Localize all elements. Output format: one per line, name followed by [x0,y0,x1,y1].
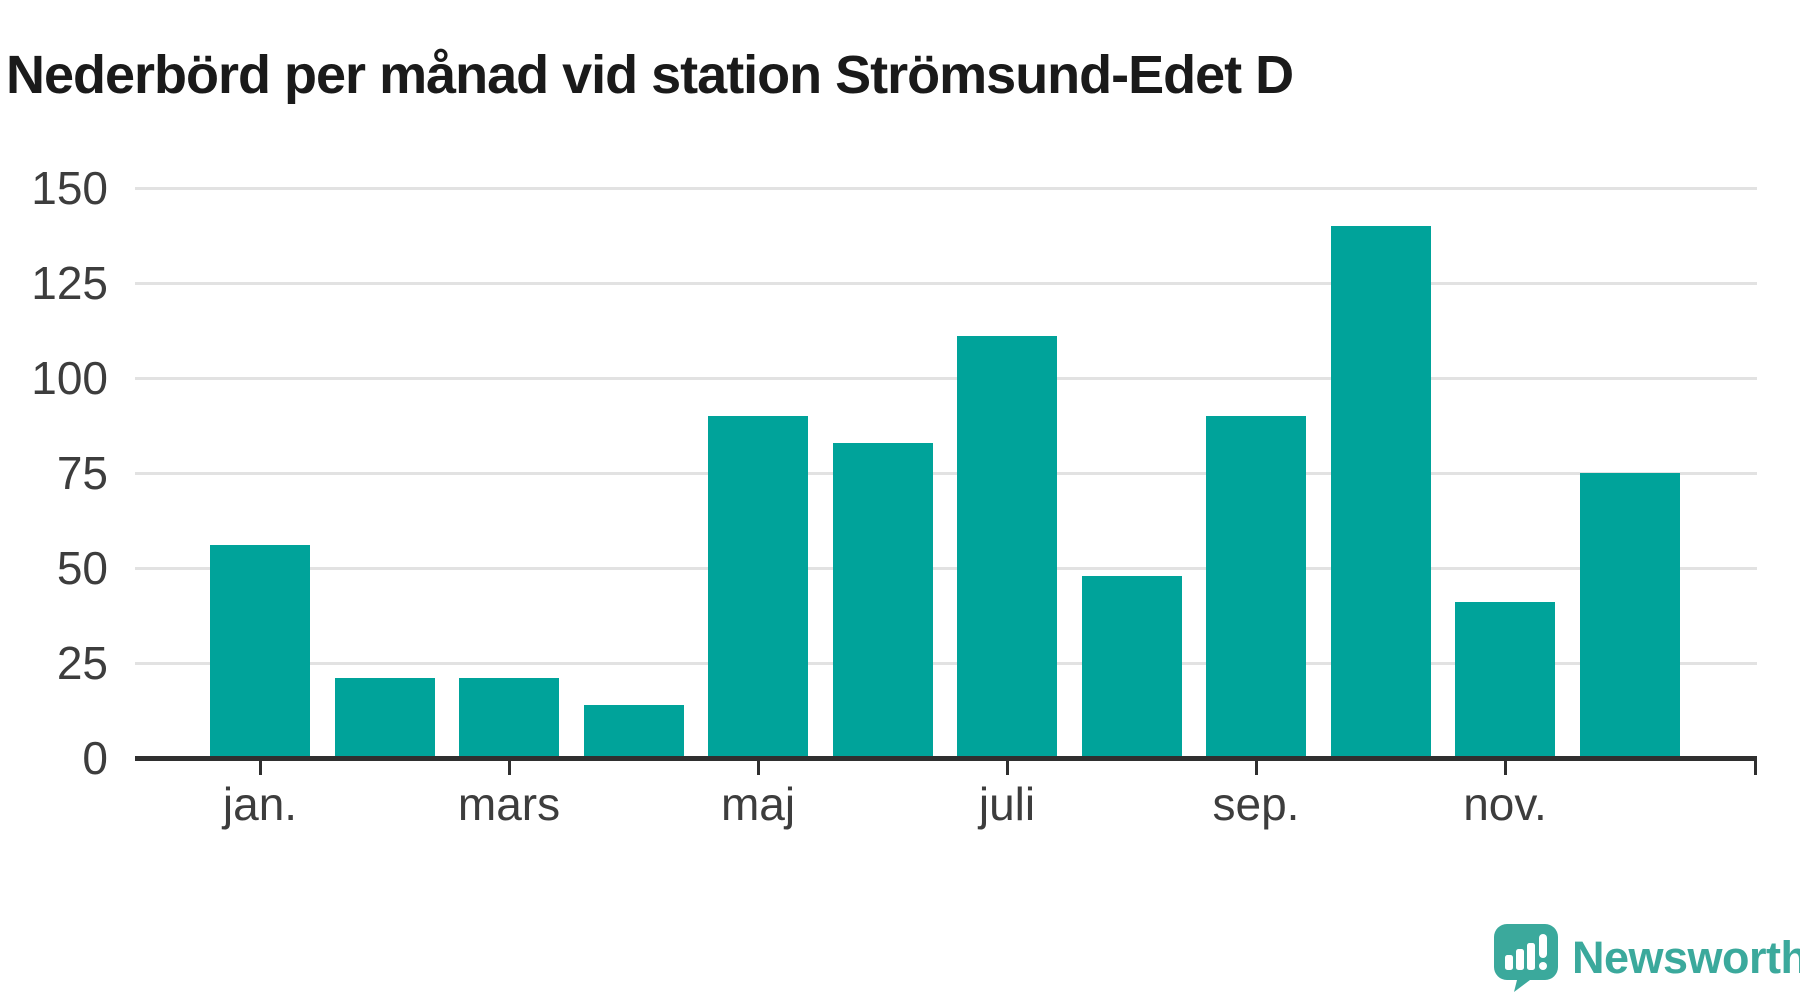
gridline-y-75 [135,471,1757,475]
bar-feb. [334,678,435,758]
x-axis-tick-maj [756,760,760,775]
x-axis-end-cap [1754,760,1757,775]
bar-juni [832,442,933,758]
newsworthy-logo-text: Newsworthy [1572,932,1800,983]
x-axis-tick-label-maj: maj [720,778,796,830]
y-axis-tick-label-50: 50 [56,542,108,594]
newsworthy-logo-icon [1494,924,1558,992]
x-axis-tick-nov. [1503,760,1507,775]
y-axis-tick-label-150: 150 [31,162,108,214]
chart-title: Nederbörd per månad vid station Strömsun… [6,45,1294,106]
x-axis-tick-label-nov.: nov. [1463,778,1547,830]
x-axis-tick-mars [507,760,511,775]
bar-maj [708,416,808,758]
y-axis-tick-label-75: 75 [56,447,108,499]
x-axis-tick-label-sep.: sep. [1212,778,1300,830]
x-axis-tick-label-juli: juli [978,778,1036,830]
newsworthy-logo: Newsworthy [1494,924,1800,992]
x-axis-tick-label-mars: mars [457,778,561,830]
x-axis-line [135,755,1757,761]
bar-aug. [1081,575,1182,758]
y-axis-tick-label-25: 25 [56,637,108,689]
bar-sep. [1206,416,1306,758]
bar-jan. [210,545,310,758]
bar-dec. [1579,473,1680,758]
gridline-y-150 [135,186,1757,190]
gridline-y-25 [135,661,1757,665]
bar-mars [459,678,559,758]
y-axis-tick-label-100: 100 [31,352,108,404]
bar-okt. [1330,226,1431,758]
x-axis-tick-juli [1005,760,1009,775]
bar-juli [957,336,1057,758]
y-axis-tick-label-125: 125 [31,257,108,309]
bar-nov. [1455,602,1555,758]
gridline-y-50 [135,566,1757,570]
bar-apr. [583,704,684,758]
y-axis-tick-label-0: 0 [82,732,108,784]
gridline-y-100 [135,376,1757,380]
x-axis-tick-sep. [1254,760,1258,775]
x-axis-tick-jan. [258,760,262,775]
gridline-y-125 [135,281,1757,285]
x-axis-tick-label-jan.: jan. [222,778,298,830]
